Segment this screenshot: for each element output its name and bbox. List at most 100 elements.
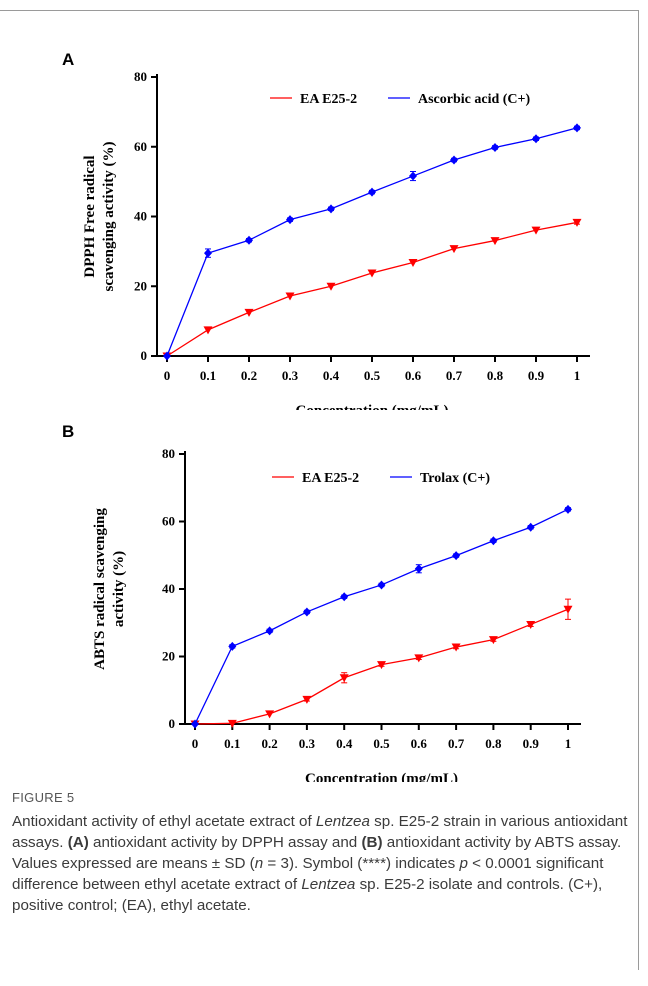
x-tick-label: 0.4 — [323, 368, 340, 383]
data-point — [204, 248, 212, 258]
data-point — [326, 282, 336, 291]
data-point — [245, 235, 253, 245]
caption-part: sp. E25-2 isolate and controls. (C+), po… — [12, 876, 603, 914]
series-line — [194, 508, 569, 725]
caption-part: Antioxidant activity of ethyl acetate ex… — [12, 813, 316, 830]
legend-label: EA E25-2 — [302, 471, 359, 486]
data-point — [377, 580, 386, 590]
caption-text: Antioxidant activity of ethyl acetate ex… — [12, 811, 632, 916]
data-point — [526, 522, 535, 532]
caption-part: Lentzea — [301, 876, 356, 893]
x-tick-label: 0.1 — [200, 368, 216, 383]
data-point — [191, 719, 199, 729]
figure-frame — [0, 10, 639, 970]
data-point — [302, 607, 311, 617]
chart-panel-b: B 0 20 40 60 80 0 0.1 0.2 0.3 0.4 0.5 0.6 0.7 0.8 0.9 1 C… — [62, 422, 581, 782]
caption-part: p — [459, 855, 468, 872]
data-point — [244, 308, 254, 317]
x-tick-label: 0.2 — [261, 736, 277, 751]
y-tick-label: 60 — [162, 514, 175, 529]
data-point — [414, 654, 424, 663]
y-axis-label: DPPH Free radical — [82, 155, 98, 277]
y-tick-label: 80 — [134, 69, 147, 84]
data-point — [489, 536, 498, 546]
y-tick-label: 0 — [141, 348, 148, 363]
data-point — [532, 134, 540, 144]
x-tick-label: 0.8 — [487, 368, 504, 383]
chart-panel-a: A 0 20 40 60 80 0 0.1 0.2 0.3 0.4 0.5 0.6 0.7 0.8 0.9 1 C… — [62, 50, 590, 410]
data-point — [368, 187, 376, 197]
y-tick-label: 20 — [134, 278, 147, 293]
x-tick-label: 0.9 — [528, 368, 545, 383]
series-line — [166, 221, 578, 357]
data-point — [339, 674, 349, 683]
data-point — [203, 326, 213, 335]
caption-part: Lentzea — [315, 813, 370, 830]
caption-part: < 0.0001 significant difference between … — [12, 855, 604, 893]
panel-label: A — [62, 50, 74, 69]
x-tick-label: 0.6 — [405, 368, 422, 383]
x-axis-label: Concentration (mg/mL) — [305, 771, 458, 782]
data-point — [450, 155, 458, 165]
x-tick-label: 0 — [164, 368, 171, 383]
figure-caption: FIGURE 5 Antioxidant activity of ethyl a… — [12, 790, 632, 916]
data-point — [286, 215, 294, 225]
y-axis-label: activity (%) — [111, 551, 127, 627]
data-point — [531, 226, 541, 235]
data-point — [526, 620, 536, 629]
data-point — [265, 626, 274, 636]
x-tick-label: 0.8 — [485, 736, 502, 751]
data-point — [564, 504, 572, 514]
data-point — [573, 123, 581, 133]
data-point — [227, 719, 237, 728]
data-point — [367, 269, 377, 278]
data-point — [327, 204, 335, 214]
data-point — [449, 245, 459, 254]
data-point — [163, 351, 171, 361]
data-point — [408, 259, 418, 268]
caption-part: sp. E25-2 strain in various antioxidant … — [12, 813, 628, 851]
y-tick-label: 20 — [162, 649, 175, 664]
data-point — [490, 237, 500, 246]
x-tick-label: 0.9 — [523, 736, 540, 751]
data-point — [285, 292, 295, 301]
caption-part: (B) — [361, 834, 383, 851]
figure-label: FIGURE 5 — [12, 790, 75, 805]
y-axis-label: scavenging activity (%) — [101, 142, 117, 292]
x-tick-label: 0.5 — [364, 368, 381, 383]
data-point — [265, 710, 275, 719]
x-tick-label: 0.7 — [446, 368, 463, 383]
x-tick-label: 0.1 — [224, 736, 240, 751]
y-tick-label: 40 — [162, 581, 175, 596]
y-tick-label: 0 — [169, 716, 176, 731]
x-tick-label: 0.2 — [241, 368, 257, 383]
x-tick-label: 1 — [574, 368, 581, 383]
data-point — [302, 695, 312, 704]
data-point — [451, 643, 461, 652]
caption-part: = 3). Symbol (****) indicates — [263, 855, 460, 872]
legend-label: Trolax (C+) — [420, 471, 490, 486]
data-point — [409, 171, 417, 181]
x-axis-label: Concentration (mg/mL) — [296, 403, 449, 410]
y-tick-label: 60 — [134, 139, 147, 154]
x-tick-label: 1 — [565, 736, 572, 751]
series-1 — [191, 504, 572, 729]
series-1 — [163, 123, 581, 361]
data-point — [452, 551, 461, 561]
x-tick-label: 0.3 — [282, 368, 299, 383]
data-point — [340, 592, 349, 602]
caption-part: (A) — [67, 834, 89, 851]
data-point — [488, 636, 498, 645]
y-tick-label: 80 — [162, 446, 175, 461]
caption-part: antioxidant activity by DPPH assay and — [88, 834, 362, 851]
x-tick-label: 0.3 — [299, 736, 316, 751]
data-point — [491, 142, 499, 152]
y-tick-label: 40 — [134, 209, 147, 224]
data-point — [563, 605, 573, 614]
data-point — [377, 661, 386, 670]
y-axis-label: ABTS radical scavenging — [92, 508, 108, 670]
panel-label: B — [62, 422, 74, 441]
x-tick-label: 0.5 — [373, 736, 390, 751]
data-point — [572, 218, 582, 227]
data-point — [414, 564, 423, 574]
